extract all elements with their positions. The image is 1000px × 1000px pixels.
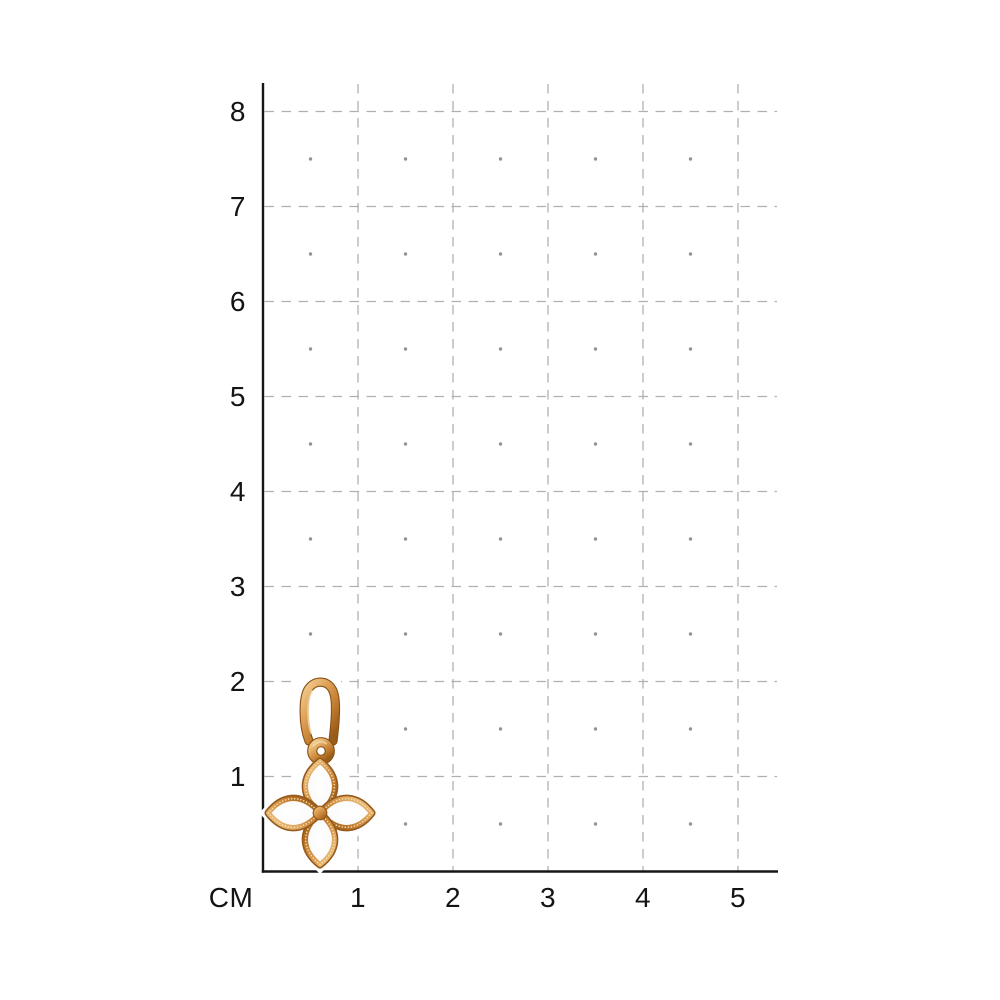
grid-dot	[308, 252, 313, 256]
grid-dot	[688, 252, 693, 256]
grid-dot	[498, 727, 503, 731]
grid-dot	[593, 537, 598, 541]
grid-dot	[593, 347, 598, 351]
grid-dot	[593, 252, 598, 256]
grid-dot	[403, 252, 408, 256]
grid-dot	[688, 632, 693, 636]
x-tick-label: 2	[444, 882, 462, 913]
y-tick-label: 3	[229, 570, 246, 602]
y-tick-label: 8	[229, 95, 246, 127]
x-tick-label: 4	[634, 882, 652, 913]
grid-dot	[688, 537, 693, 541]
grid-dot	[593, 157, 598, 161]
grid-dot	[593, 822, 598, 826]
x-tick-label: 5	[729, 882, 747, 913]
grid-dot	[308, 632, 313, 636]
grid-dot	[498, 537, 503, 541]
y-tick-label: 2	[229, 665, 246, 697]
y-tick-label: 7	[229, 190, 246, 222]
grid-dot	[688, 727, 693, 731]
grid-dot	[593, 632, 598, 636]
grid-dot	[688, 822, 693, 826]
grid-dot	[593, 727, 598, 731]
grid-dot	[498, 442, 503, 446]
x-tick-label: 1	[349, 882, 367, 913]
grid-dot	[403, 727, 408, 731]
pendant-photo	[259, 676, 381, 874]
grid-dot	[308, 347, 313, 351]
grid-dot	[403, 822, 408, 826]
grid-dot	[403, 157, 408, 161]
grid-dot	[308, 442, 313, 446]
grid-dot	[403, 632, 408, 636]
x-tick-label: 3	[539, 882, 557, 913]
grid-dot	[403, 442, 408, 446]
grid-dot	[308, 157, 313, 161]
grid-dot	[498, 157, 503, 161]
axes	[261, 83, 778, 873]
grid-dot	[403, 347, 408, 351]
y-tick-label: 1	[229, 760, 246, 792]
grid-dot	[688, 157, 693, 161]
grid-dot	[403, 537, 408, 541]
unit-label: CM	[208, 882, 254, 913]
grid-dot	[688, 347, 693, 351]
pendant-center-junction	[312, 805, 328, 821]
pendant-bail	[299, 677, 341, 746]
grid-dot	[593, 442, 598, 446]
grid-dot	[498, 632, 503, 636]
y-tick-label: 6	[229, 285, 246, 317]
grid-dot	[688, 442, 693, 446]
grid-dots	[308, 157, 693, 826]
grid-lines	[264, 84, 777, 871]
grid-dot	[498, 822, 503, 826]
y-tick-label: 4	[229, 475, 246, 507]
y-tick-label: 5	[229, 380, 246, 412]
grid-dot	[308, 537, 313, 541]
grid-dot	[498, 347, 503, 351]
grid-dot	[498, 252, 503, 256]
